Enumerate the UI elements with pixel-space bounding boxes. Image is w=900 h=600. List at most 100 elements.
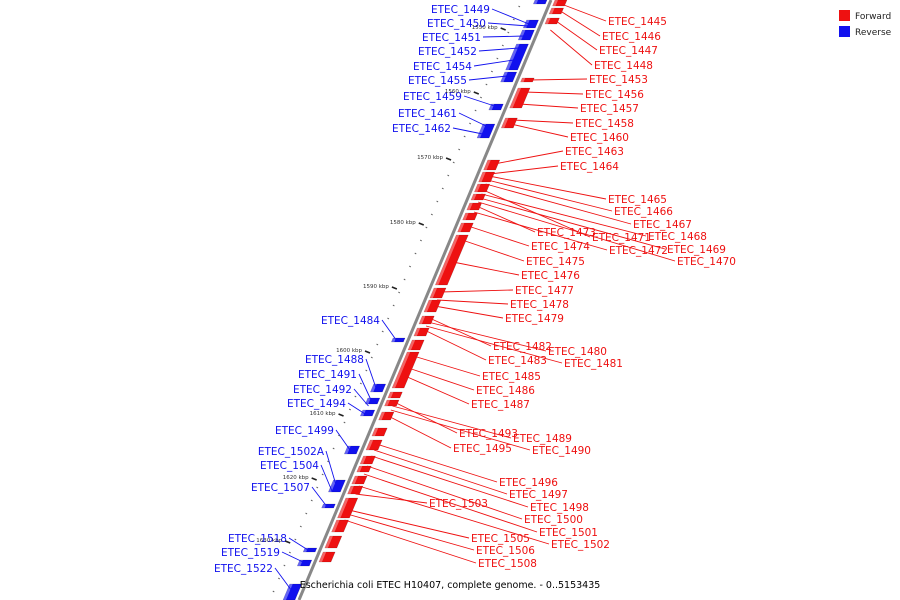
forward-gene-block-shade xyxy=(392,352,411,388)
forward-gene-label[interactable]: ETEC_1445 xyxy=(608,16,667,28)
forward-gene-label[interactable]: ETEC_1479 xyxy=(505,313,564,325)
forward-gene-label[interactable]: ETEC_1486 xyxy=(476,385,535,397)
forward-gene-label[interactable]: ETEC_1496 xyxy=(499,477,558,489)
minor-tick xyxy=(507,31,510,34)
forward-gene-label[interactable]: ETEC_1495 xyxy=(453,443,512,455)
reverse-gene-label[interactable]: ETEC_1518 xyxy=(228,533,287,545)
reverse-leader-line xyxy=(381,319,397,341)
forward-gene-label[interactable]: ETEC_1465 xyxy=(608,194,667,206)
minor-tick xyxy=(277,577,281,580)
forward-gene-label[interactable]: ETEC_1502 xyxy=(551,539,610,551)
forward-gene-label[interactable]: ETEC_1506 xyxy=(476,545,535,557)
forward-gene-label[interactable]: ETEC_1464 xyxy=(560,161,619,173)
tick-mark xyxy=(284,540,291,544)
forward-gene-block-shade xyxy=(384,400,390,406)
minor-tick xyxy=(479,96,483,99)
forward-gene-label[interactable]: ETEC_1481 xyxy=(564,358,623,370)
forward-gene-label[interactable]: ETEC_1477 xyxy=(515,285,574,297)
forward-gene-block xyxy=(391,351,420,389)
reverse-gene-block xyxy=(364,397,381,405)
forward-gene-label[interactable]: ETEC_1487 xyxy=(471,399,530,411)
forward-gene-label[interactable]: ETEC_1448 xyxy=(594,60,653,72)
reverse-gene-label[interactable]: ETEC_1462 xyxy=(392,123,451,135)
reverse-gene-label[interactable]: ETEC_1502A xyxy=(258,446,325,458)
forward-gene-label[interactable]: ETEC_1456 xyxy=(585,89,644,101)
forward-gene-label[interactable]: ETEC_1446 xyxy=(602,31,661,43)
reverse-gene-label[interactable]: ETEC_1454 xyxy=(413,61,472,73)
reverse-gene-label[interactable]: ETEC_1507 xyxy=(251,482,310,494)
forward-gene-label[interactable]: ETEC_1497 xyxy=(509,489,568,501)
forward-gene-label[interactable]: ETEC_1460 xyxy=(570,132,629,144)
forward-leader-line xyxy=(363,473,538,533)
forward-gene-label[interactable]: ETEC_1489 xyxy=(513,433,572,445)
forward-gene-label[interactable]: ETEC_1468 xyxy=(648,231,707,243)
reverse-gene-block-shade xyxy=(518,30,526,40)
reverse-leader-line xyxy=(335,429,351,451)
forward-leader-line xyxy=(487,179,613,212)
forward-gene-label[interactable]: ETEC_1500 xyxy=(524,514,583,526)
reverse-gene-label[interactable]: ETEC_1461 xyxy=(398,108,457,120)
reverse-gene-label[interactable]: ETEC_1499 xyxy=(275,425,334,437)
kbp-ticks: 1550 kbp 1560 kbp 1570 kbp 1580 kbp 1590 kbp… xyxy=(256,5,521,593)
forward-leader-line xyxy=(529,78,588,81)
reverse-leader-line xyxy=(288,537,309,551)
forward-leader-line xyxy=(467,225,530,247)
forward-gene-label[interactable]: ETEC_1467 xyxy=(633,219,692,231)
minor-tick xyxy=(441,187,444,190)
forward-gene-label[interactable]: ETEC_1475 xyxy=(526,256,585,268)
reverse-gene-label[interactable]: ETEC_1504 xyxy=(260,460,319,472)
reverse-leader-line xyxy=(487,22,529,27)
forward-gene-label[interactable]: ETEC_1508 xyxy=(478,558,537,570)
forward-gene-label[interactable]: ETEC_1503 xyxy=(429,498,488,510)
forward-gene-label[interactable]: ETEC_1474 xyxy=(531,241,590,253)
reverse-gene-label[interactable]: ETEC_1451 xyxy=(422,32,481,44)
reverse-leader-line xyxy=(365,358,377,389)
forward-gene-label[interactable]: ETEC_1483 xyxy=(488,355,547,367)
reverse-gene-label[interactable]: ETEC_1494 xyxy=(287,398,346,410)
reverse-gene-label[interactable]: ETEC_1449 xyxy=(431,4,490,16)
reverse-gene-label[interactable]: ETEC_1459 xyxy=(403,91,462,103)
forward-gene-label[interactable]: ETEC_1482 xyxy=(493,341,552,353)
reverse-gene-label[interactable]: ETEC_1491 xyxy=(298,369,357,381)
forward-gene-label[interactable]: ETEC_1469 xyxy=(667,244,726,256)
forward-gene-block xyxy=(324,535,343,549)
forward-gene-label[interactable]: ETEC_1505 xyxy=(471,533,530,545)
forward-gene-label[interactable]: ETEC_1493 xyxy=(459,428,518,440)
reverse-gene-label[interactable]: ETEC_1455 xyxy=(408,75,467,87)
forward-gene-block-shade xyxy=(478,172,486,182)
forward-gene-label[interactable]: ETEC_1463 xyxy=(565,146,624,158)
reverse-gene-label[interactable]: ETEC_1452 xyxy=(418,46,477,58)
forward-gene-label[interactable]: ETEC_1478 xyxy=(510,299,569,311)
reverse-leader-line xyxy=(281,551,304,563)
forward-leader-line xyxy=(479,197,666,250)
forward-gene-label[interactable]: ETEC_1485 xyxy=(482,371,541,383)
forward-gene-label[interactable]: ETEC_1490 xyxy=(532,445,591,457)
forward-leader-line xyxy=(392,405,512,439)
forward-gene-label[interactable]: ETEC_1458 xyxy=(575,118,634,130)
reverse-gene-label[interactable]: ETEC_1488 xyxy=(305,354,364,366)
forward-gene-label[interactable]: ETEC_1480 xyxy=(548,346,607,358)
reverse-gene-label[interactable]: ETEC_1522 xyxy=(214,563,273,575)
reverse-gene-label[interactable]: ETEC_1484 xyxy=(321,315,380,327)
forward-gene-label[interactable]: ETEC_1501 xyxy=(539,527,598,539)
forward-gene-label[interactable]: ETEC_1470 xyxy=(677,256,736,268)
minor-tick xyxy=(299,525,302,528)
reverse-gene-label[interactable]: ETEC_1492 xyxy=(293,384,352,396)
gene-features xyxy=(282,0,568,600)
forward-gene-label[interactable]: ETEC_1476 xyxy=(521,270,580,282)
reverse-leader-line xyxy=(311,486,327,507)
forward-gene-label[interactable]: ETEC_1471 xyxy=(592,232,651,244)
forward-leader-line xyxy=(408,367,475,391)
reverse-gene-label[interactable]: ETEC_1450 xyxy=(427,18,486,30)
forward-gene-label[interactable]: ETEC_1472 xyxy=(609,245,668,257)
forward-gene-label[interactable]: ETEC_1473 xyxy=(537,227,596,239)
forward-gene-label[interactable]: ETEC_1453 xyxy=(589,74,648,86)
forward-gene-label[interactable]: ETEC_1457 xyxy=(580,103,639,115)
reverse-leader-line xyxy=(452,127,483,135)
forward-gene-block xyxy=(378,411,395,421)
forward-gene-label[interactable]: ETEC_1498 xyxy=(530,502,589,514)
forward-gene-label[interactable]: ETEC_1447 xyxy=(599,45,658,57)
reverse-gene-label[interactable]: ETEC_1519 xyxy=(221,547,280,559)
forward-gene-block xyxy=(429,287,447,299)
forward-gene-label[interactable]: ETEC_1466 xyxy=(614,206,673,218)
